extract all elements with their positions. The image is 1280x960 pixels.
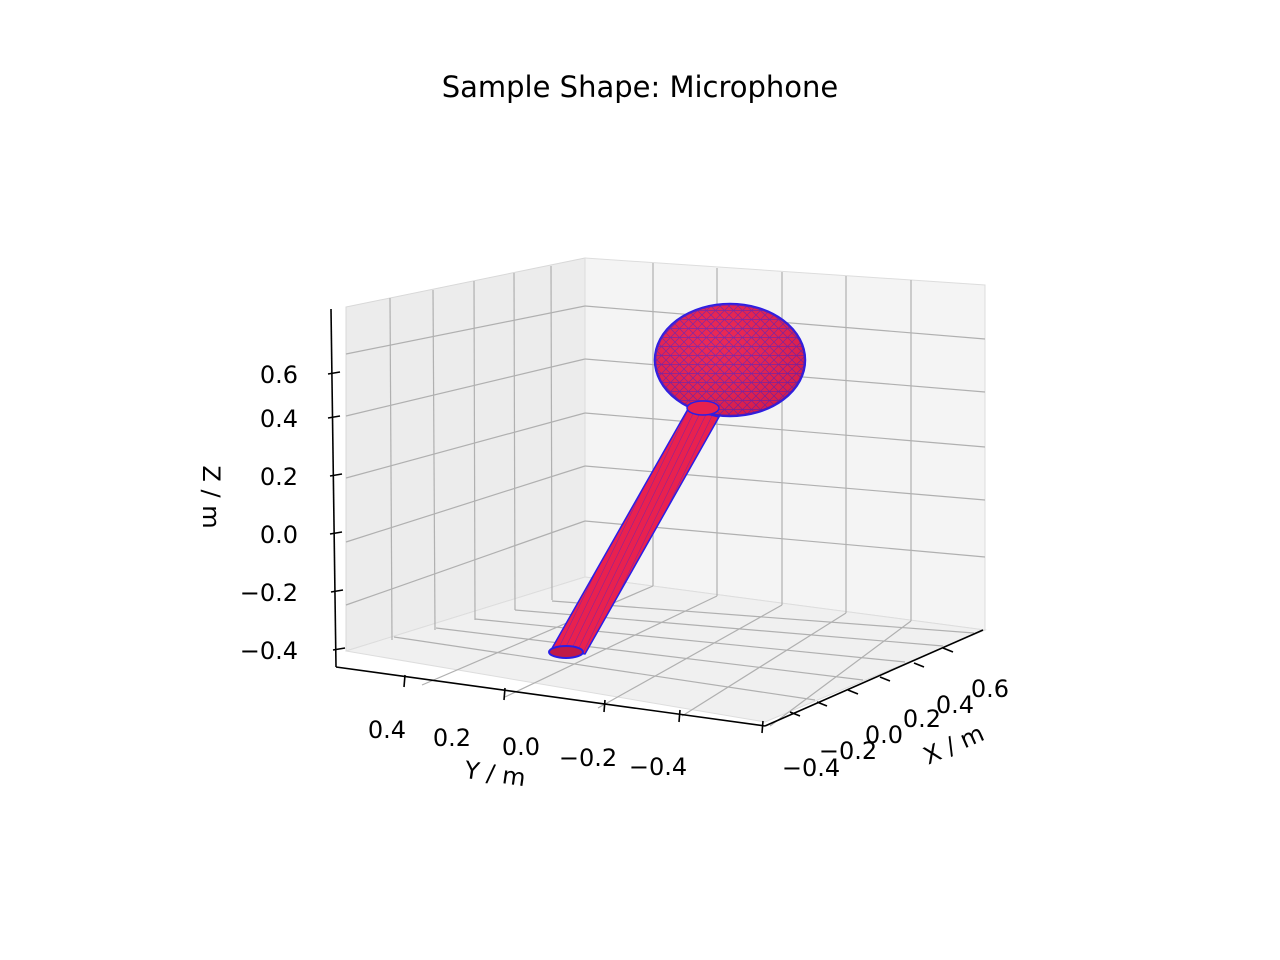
y-tick-mark (603, 699, 606, 713)
z-tick-label: −0.2 (240, 579, 298, 607)
grid-line-y-back-4 (550, 265, 553, 601)
microphone-head-shading (655, 304, 805, 416)
y-tick-mark (503, 687, 506, 701)
grid-line-floor-y-2 (474, 618, 906, 663)
z-tick-label: 0.6 (260, 361, 298, 389)
chart-title: Sample Shape: Microphone (441, 70, 839, 104)
y-tick-mark (678, 709, 681, 723)
x-tick-mark (816, 701, 828, 707)
grid-line-z-left-2 (345, 412, 586, 479)
x-tick-mark (789, 711, 801, 717)
z-axis-label: Z / m (197, 465, 225, 528)
grid-line-floor-x-1 (504, 595, 718, 698)
grid-line-z-left-4 (345, 520, 586, 606)
grid-line-floor-y-4 (551, 600, 975, 634)
y-tick-label: −0.2 (559, 744, 617, 772)
grid-line-z-left-0 (345, 305, 586, 355)
grid-line-z-left-3 (345, 465, 586, 543)
z-tick-label: 0.0 (260, 521, 298, 549)
grid-line-floor-x-3 (681, 612, 847, 717)
z-tick-mark (332, 647, 346, 651)
y-tick-mark (761, 720, 764, 734)
handle-top-cap (686, 400, 720, 416)
grid-line-floor-x-2 (597, 604, 783, 709)
y-tick-label: 0.2 (433, 724, 471, 752)
grid-line-z-left-1 (345, 358, 586, 417)
microphone-surface (548, 302, 807, 659)
x-tick-mark (879, 676, 891, 682)
tick-marks: 0.60.40.20.0−0.2−0.40.4 0.2 0.0 −0.2 −0.4 −0.… (240, 361, 1009, 782)
z-tick-mark (330, 589, 344, 593)
x-axis-line (764, 629, 984, 727)
handle-bottom-cap (548, 645, 584, 659)
z-tick-mark (327, 371, 341, 375)
x-tick-label: 0.6 (971, 675, 1009, 703)
x-tick-mark (942, 647, 954, 653)
z-axis-line (330, 308, 337, 668)
x-tick-mark (913, 662, 925, 668)
z-tick-mark (329, 473, 343, 477)
x-tick-label: 0.2 (903, 705, 941, 733)
grid-line-floor-x-4 (769, 620, 912, 727)
back-pane-right (584, 257, 986, 631)
z-tick-mark (329, 531, 343, 535)
grid-line-y-back-0 (389, 297, 393, 641)
y-tick-label: 0.4 (368, 716, 406, 744)
axis-lines (330, 308, 984, 727)
z-tick-label: 0.2 (260, 463, 298, 491)
x-tick-label: −0.4 (782, 754, 840, 782)
y-tick-label: −0.4 (629, 753, 687, 781)
floor-pane (345, 576, 987, 723)
grid-line-floor-y-0 (393, 636, 816, 701)
y-tick-label: 0.0 (502, 733, 540, 761)
x-tick-label: 0.0 (865, 721, 903, 749)
x-tick-mark (847, 689, 859, 695)
z-tick-mark (327, 415, 341, 419)
grid-line-y-back-2 (473, 280, 476, 621)
x-tick-label: −0.2 (819, 737, 877, 765)
grid-line-z-right-2 (584, 412, 986, 448)
y-tick-mark (403, 674, 406, 688)
y-axis-line (335, 666, 766, 727)
grid-line-floor-y-1 (435, 627, 864, 681)
z-tick-label: −0.4 (240, 637, 298, 665)
grid-line-y-back-3 (513, 272, 516, 611)
x-tick-label: 0.4 (936, 691, 974, 719)
z-tick-label: 0.4 (260, 405, 298, 433)
y-axis-label: Y / m (462, 756, 528, 792)
